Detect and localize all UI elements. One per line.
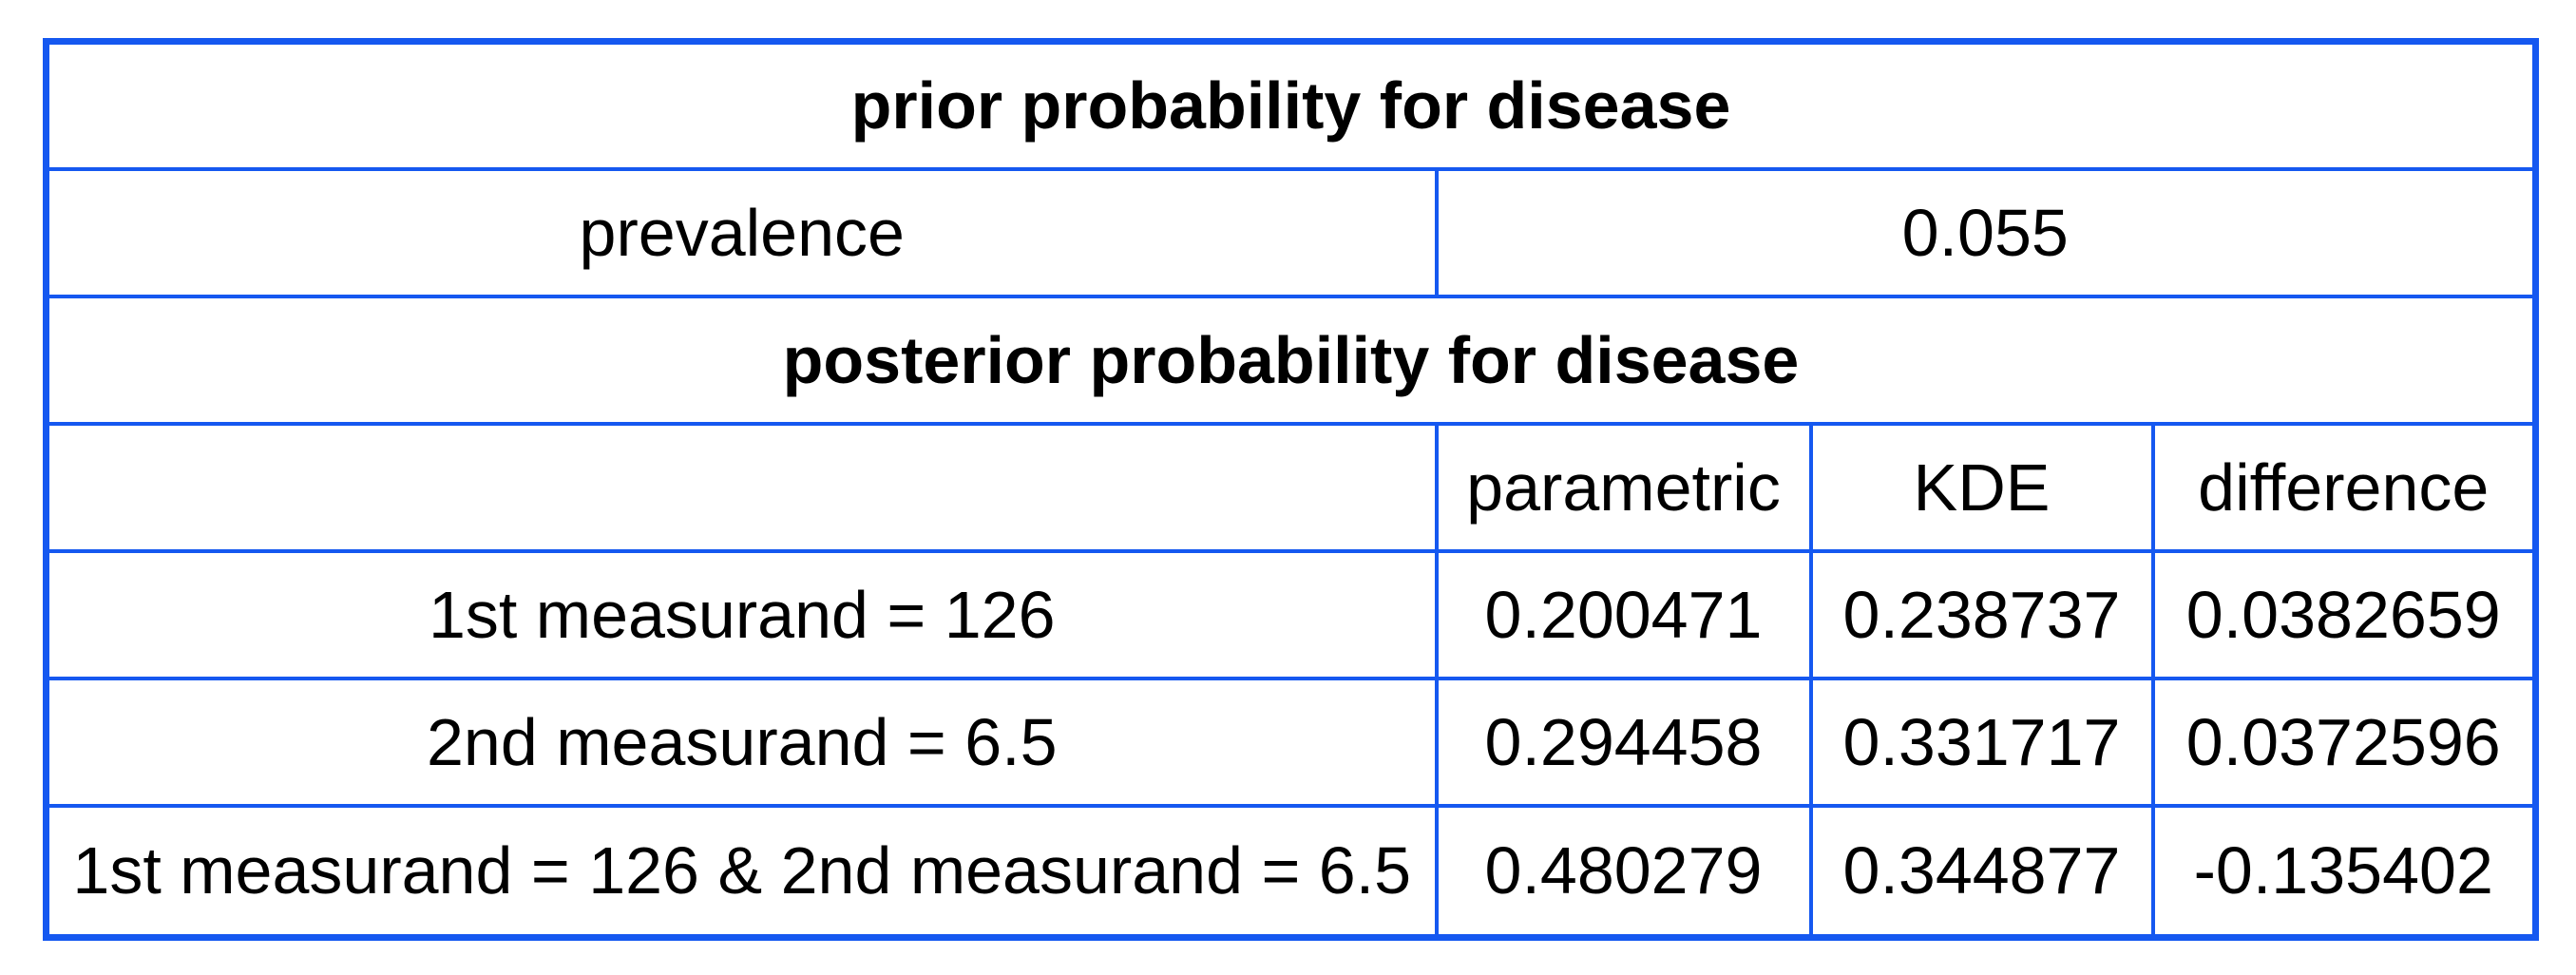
- empty-corner-cell: [44, 421, 1439, 553]
- column-header-kde: KDE: [1808, 421, 2155, 553]
- posterior-section-title: posterior probability for disease: [44, 294, 2538, 426]
- prior-header-row: prior probability for disease: [44, 39, 2538, 171]
- prevalence-label: prevalence: [44, 166, 1439, 298]
- column-header-row: parametric KDE difference: [44, 421, 2538, 553]
- row-label: 1st measurand = 126 & 2nd measurand = 6.…: [44, 803, 1439, 940]
- cell-parametric: 0.294458: [1434, 676, 1813, 808]
- posterior-header-row: posterior probability for disease: [44, 294, 2538, 426]
- prevalence-row: prevalence 0.055: [44, 166, 2538, 298]
- cell-difference: -0.135402: [2150, 803, 2538, 940]
- cell-kde: 0.344877: [1808, 803, 2155, 940]
- row-label: 2nd measurand = 6.5: [44, 676, 1439, 808]
- cell-difference: 0.0372596: [2150, 676, 2538, 808]
- prior-section-title: prior probability for disease: [44, 39, 2538, 171]
- cell-kde: 0.238737: [1808, 548, 2155, 680]
- cell-difference: 0.0382659: [2150, 548, 2538, 680]
- table-row-combined-measurands: 1st measurand = 126 & 2nd measurand = 6.…: [44, 803, 2538, 940]
- column-header-difference: difference: [2150, 421, 2538, 553]
- column-header-parametric: parametric: [1434, 421, 1813, 553]
- cell-parametric: 0.200471: [1434, 548, 1813, 680]
- cell-parametric: 0.480279: [1434, 803, 1813, 940]
- table-row-first-measurand: 1st measurand = 126 0.200471 0.238737 0.…: [44, 548, 2538, 680]
- prevalence-value: 0.055: [1434, 166, 2538, 298]
- table-row-second-measurand: 2nd measurand = 6.5 0.294458 0.331717 0.…: [44, 676, 2538, 808]
- cell-kde: 0.331717: [1808, 676, 2155, 808]
- probability-table: prior probability for disease prevalence…: [43, 38, 2540, 941]
- row-label: 1st measurand = 126: [44, 548, 1439, 680]
